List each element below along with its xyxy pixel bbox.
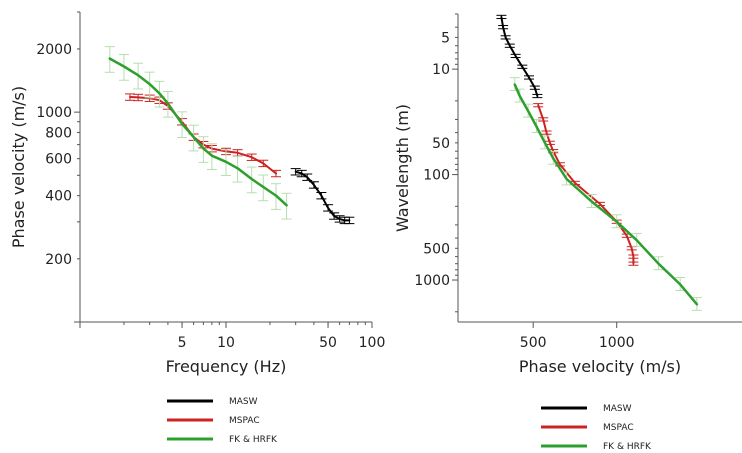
y-tick-label: 50 (432, 136, 450, 152)
legend-label-mspac: MSPAC (603, 423, 634, 433)
series-line-masw (500, 16, 539, 98)
x-axis-title: Frequency (Hz) (166, 357, 287, 376)
y-tick-label: 10 (432, 62, 450, 78)
x-tick-label: 50 (319, 335, 337, 351)
legend-left: MASW MSPAC FK & HRFK (167, 397, 278, 445)
y-axis-title: Phase velocity (m/s) (9, 86, 28, 248)
x-tick-label: 100 (359, 335, 386, 351)
series-line-fk-hrfk (108, 57, 288, 207)
x-tick-label: 5 (178, 335, 187, 351)
series-line-fk-hrfk (513, 83, 699, 306)
x-tick-label: 1000 (599, 335, 635, 351)
y-tick-label: 1000 (414, 273, 450, 289)
y-tick-label: 800 (45, 125, 72, 141)
y-tick-label: 100 (423, 168, 450, 184)
x-axis-title: Phase velocity (m/s) (519, 357, 681, 376)
chart-frequency-phase-velocity: 5 10 50 100 200 400 600 800 1000 2000 Frequency (H… (9, 11, 386, 376)
y-tick-label: 200 (45, 252, 72, 268)
y-tick-label: 500 (423, 241, 450, 257)
legend-right: MASW MSPAC FK & HRFK (541, 404, 652, 452)
series-line-masw (294, 170, 351, 222)
legend-label-masw: MASW (229, 397, 258, 407)
series-line-mspac (537, 104, 635, 265)
y-tick-label: 600 (45, 152, 72, 168)
y-tick-label: 1000 (36, 105, 72, 121)
x-tick-label: 500 (520, 335, 547, 351)
y-axis-title: Wavelength (m) (393, 104, 412, 232)
y-tick-label: 5 (441, 30, 450, 46)
legend-label-fk-hrfk: FK & HRFK (229, 435, 278, 445)
series-line-mspac (129, 96, 277, 175)
y-tick-label: 400 (45, 189, 72, 205)
x-tick-label: 10 (217, 335, 235, 351)
legend-label-masw: MASW (603, 404, 632, 414)
legend-label-fk-hrfk: FK & HRFK (603, 442, 652, 452)
chart-phase-velocity-wavelength: 500 1000 5 10 50 100 500 1000 Phase velocity (m/… (393, 13, 742, 376)
y-tick-label: 2000 (36, 42, 72, 58)
legend-label-mspac: MSPAC (229, 416, 260, 426)
